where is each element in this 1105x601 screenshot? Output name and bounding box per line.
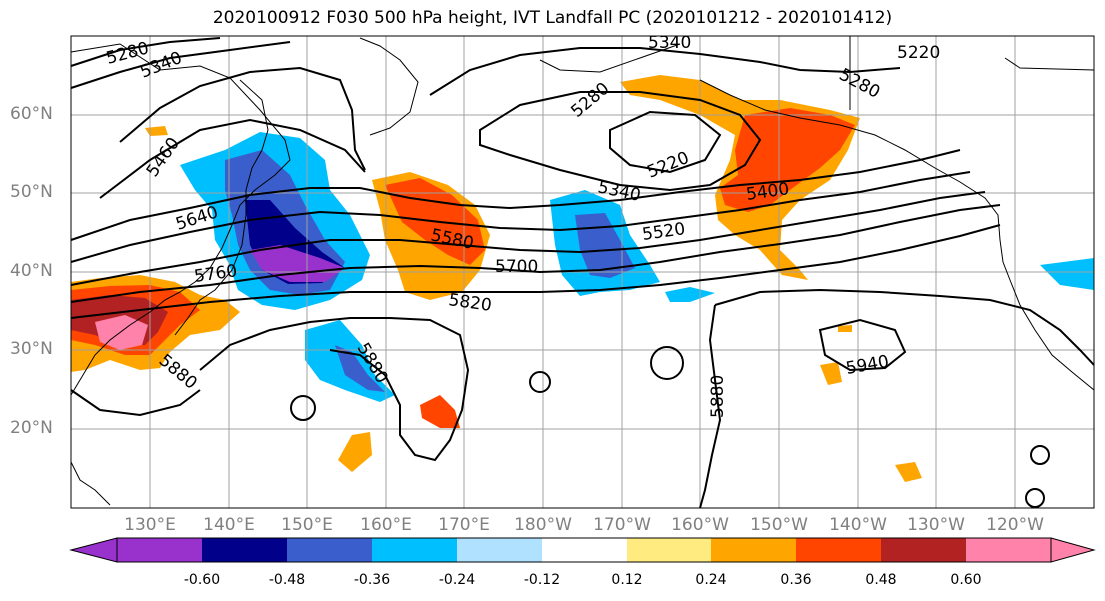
- colorbar-swatch: [202, 538, 287, 562]
- longitude-label: 120°W: [986, 515, 1044, 535]
- longitude-label: 130°W: [907, 515, 965, 535]
- colorbar-tick-label: -0.36: [353, 572, 391, 588]
- ivt-negative-region: [1040, 258, 1094, 290]
- ivt-positive-region: [720, 108, 855, 212]
- longitude-label: 160°E: [360, 515, 412, 535]
- coastlines: [70, 36, 1095, 506]
- colorbar-tick-label: -0.24: [438, 572, 476, 588]
- map-frame: [70, 35, 1095, 509]
- latitude-label: 40°N: [10, 261, 53, 281]
- colorbar-swatch: [117, 538, 202, 562]
- ivt-positive-region: [838, 325, 852, 332]
- colorbar-swatch: [627, 538, 711, 562]
- ivt-positive-region: [145, 126, 168, 136]
- ivt-negative-region: [575, 213, 635, 278]
- longitude-label: 180°W: [514, 515, 572, 535]
- colorbar-swatch: [796, 538, 881, 562]
- latitude-label: 20°N: [10, 418, 53, 438]
- ivt-shading: [71, 75, 1094, 482]
- colorbar-swatch: [457, 538, 542, 562]
- contour-label: 5700: [495, 257, 538, 277]
- longitude-label: 150°E: [281, 515, 333, 535]
- colorbar-tick-label: 0.36: [780, 572, 812, 588]
- latitude-label: 30°N: [10, 339, 53, 359]
- map-title: 2020100912 F030 500 hPa height, IVT Land…: [212, 8, 893, 28]
- colorbar-tick-label: -0.60: [183, 572, 221, 588]
- contour-label: 5880: [708, 375, 728, 418]
- colorbar-tick-label: 0.12: [611, 572, 643, 588]
- colorbar-tick-label: -0.48: [268, 572, 306, 588]
- colorbar-extend-low: [69, 537, 118, 563]
- ivt-negative-region: [250, 245, 345, 282]
- ivt-positive-region: [895, 462, 922, 482]
- colorbar-tick-label: 0.60: [950, 572, 982, 588]
- longitude-label: 140°E: [203, 515, 255, 535]
- longitude-label: 170°W: [593, 515, 651, 535]
- colorbar-swatch: [542, 538, 627, 562]
- ivt-positive-region: [338, 432, 372, 472]
- ivt-negative-region: [335, 345, 385, 392]
- colorbar-swatch: [966, 538, 1051, 562]
- gridlines: [71, 36, 1094, 508]
- contour-label: 5340: [648, 33, 691, 53]
- longitude-label: 140°W: [829, 515, 887, 535]
- colorbar-swatch: [881, 538, 966, 562]
- ivt-positive-region: [820, 362, 842, 385]
- longitude-label: 150°W: [750, 515, 808, 535]
- colorbar-outline: [116, 537, 1052, 563]
- latitude-label: 60°N: [10, 104, 53, 124]
- longitude-label: 160°W: [671, 515, 729, 535]
- colorbar-tick-label: 0.24: [695, 572, 727, 588]
- latitude-label: 50°N: [10, 182, 53, 202]
- longitude-label: 130°E: [124, 515, 176, 535]
- ivt-negative-region: [665, 287, 715, 302]
- contour-label: 5220: [897, 43, 940, 63]
- height-contours: [70, 37, 1095, 509]
- colorbar-extend-high: [1050, 537, 1096, 563]
- ivt-positive-region: [420, 395, 460, 428]
- longitude-label: 170°E: [438, 515, 490, 535]
- colorbar: [69, 537, 1096, 563]
- colorbar-tick-label: 0.48: [865, 572, 897, 588]
- colorbar-swatch: [372, 538, 457, 562]
- colorbar-tick-label: -0.12: [523, 572, 561, 588]
- colorbar-swatch: [287, 538, 372, 562]
- colorbar-swatch: [711, 538, 796, 562]
